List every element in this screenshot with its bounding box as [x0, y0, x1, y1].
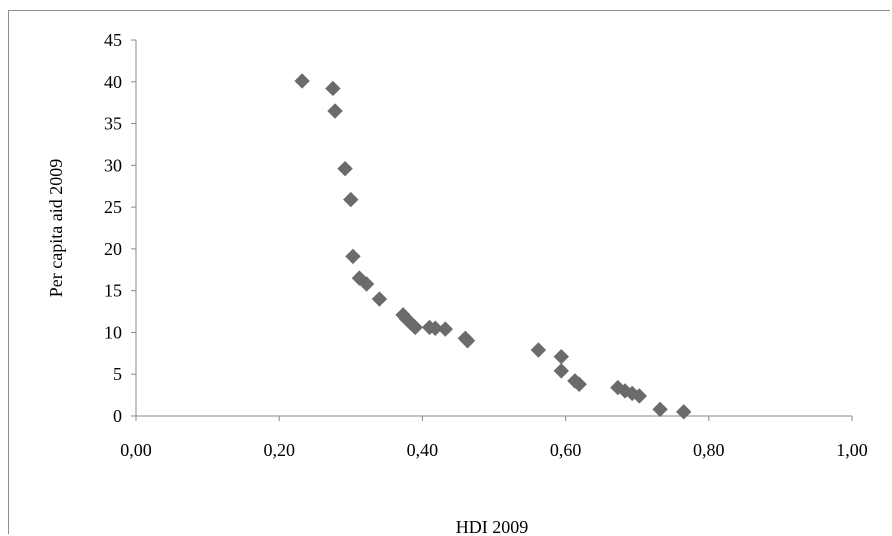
data-point [337, 160, 353, 177]
x-tick-label: 0,40 [407, 440, 439, 460]
x-axis-label: HDI 2009 [456, 517, 529, 536]
data-point [327, 103, 343, 119]
x-tick-label: 0,80 [693, 440, 725, 460]
data-point [325, 80, 341, 97]
y-tick-label: 40 [104, 72, 122, 92]
y-tick-label: 45 [104, 30, 122, 50]
y-tick-label: 10 [104, 322, 122, 342]
y-tick-label: 5 [113, 364, 122, 384]
data-point [371, 291, 388, 307]
data-points [294, 73, 692, 420]
data-point [427, 320, 443, 336]
data-point [294, 73, 310, 89]
data-point [530, 342, 547, 358]
data-point [652, 401, 668, 418]
y-tick-label: 0 [113, 406, 122, 426]
data-point [343, 191, 359, 208]
data-point [676, 404, 692, 420]
data-point [437, 321, 454, 337]
y-axis-label: Per capita aid 2009 [46, 159, 66, 297]
data-point [553, 348, 570, 365]
y-axis-ticks: 0 5 10 15 20 25 30 35 40 45 [104, 30, 136, 426]
data-point [358, 276, 375, 292]
data-point [407, 319, 423, 336]
data-point [631, 388, 648, 404]
y-tick-label: 25 [104, 197, 122, 217]
x-axis-ticks: 0,00 0,20 0,40 0,60 0,80 1,00 [120, 416, 868, 460]
data-point [553, 363, 570, 379]
data-point [459, 333, 476, 349]
data-point [571, 376, 587, 392]
y-tick-label: 15 [104, 281, 122, 301]
x-tick-label: 1,00 [836, 440, 868, 460]
y-tick-label: 30 [104, 155, 122, 175]
chart-frame [8, 10, 890, 534]
y-tick-label: 35 [104, 114, 122, 134]
x-tick-label: 0,60 [550, 440, 582, 460]
x-tick-label: 0,00 [120, 440, 152, 460]
y-tick-label: 20 [104, 239, 122, 259]
x-tick-label: 0,20 [263, 440, 295, 460]
data-point [345, 248, 361, 265]
